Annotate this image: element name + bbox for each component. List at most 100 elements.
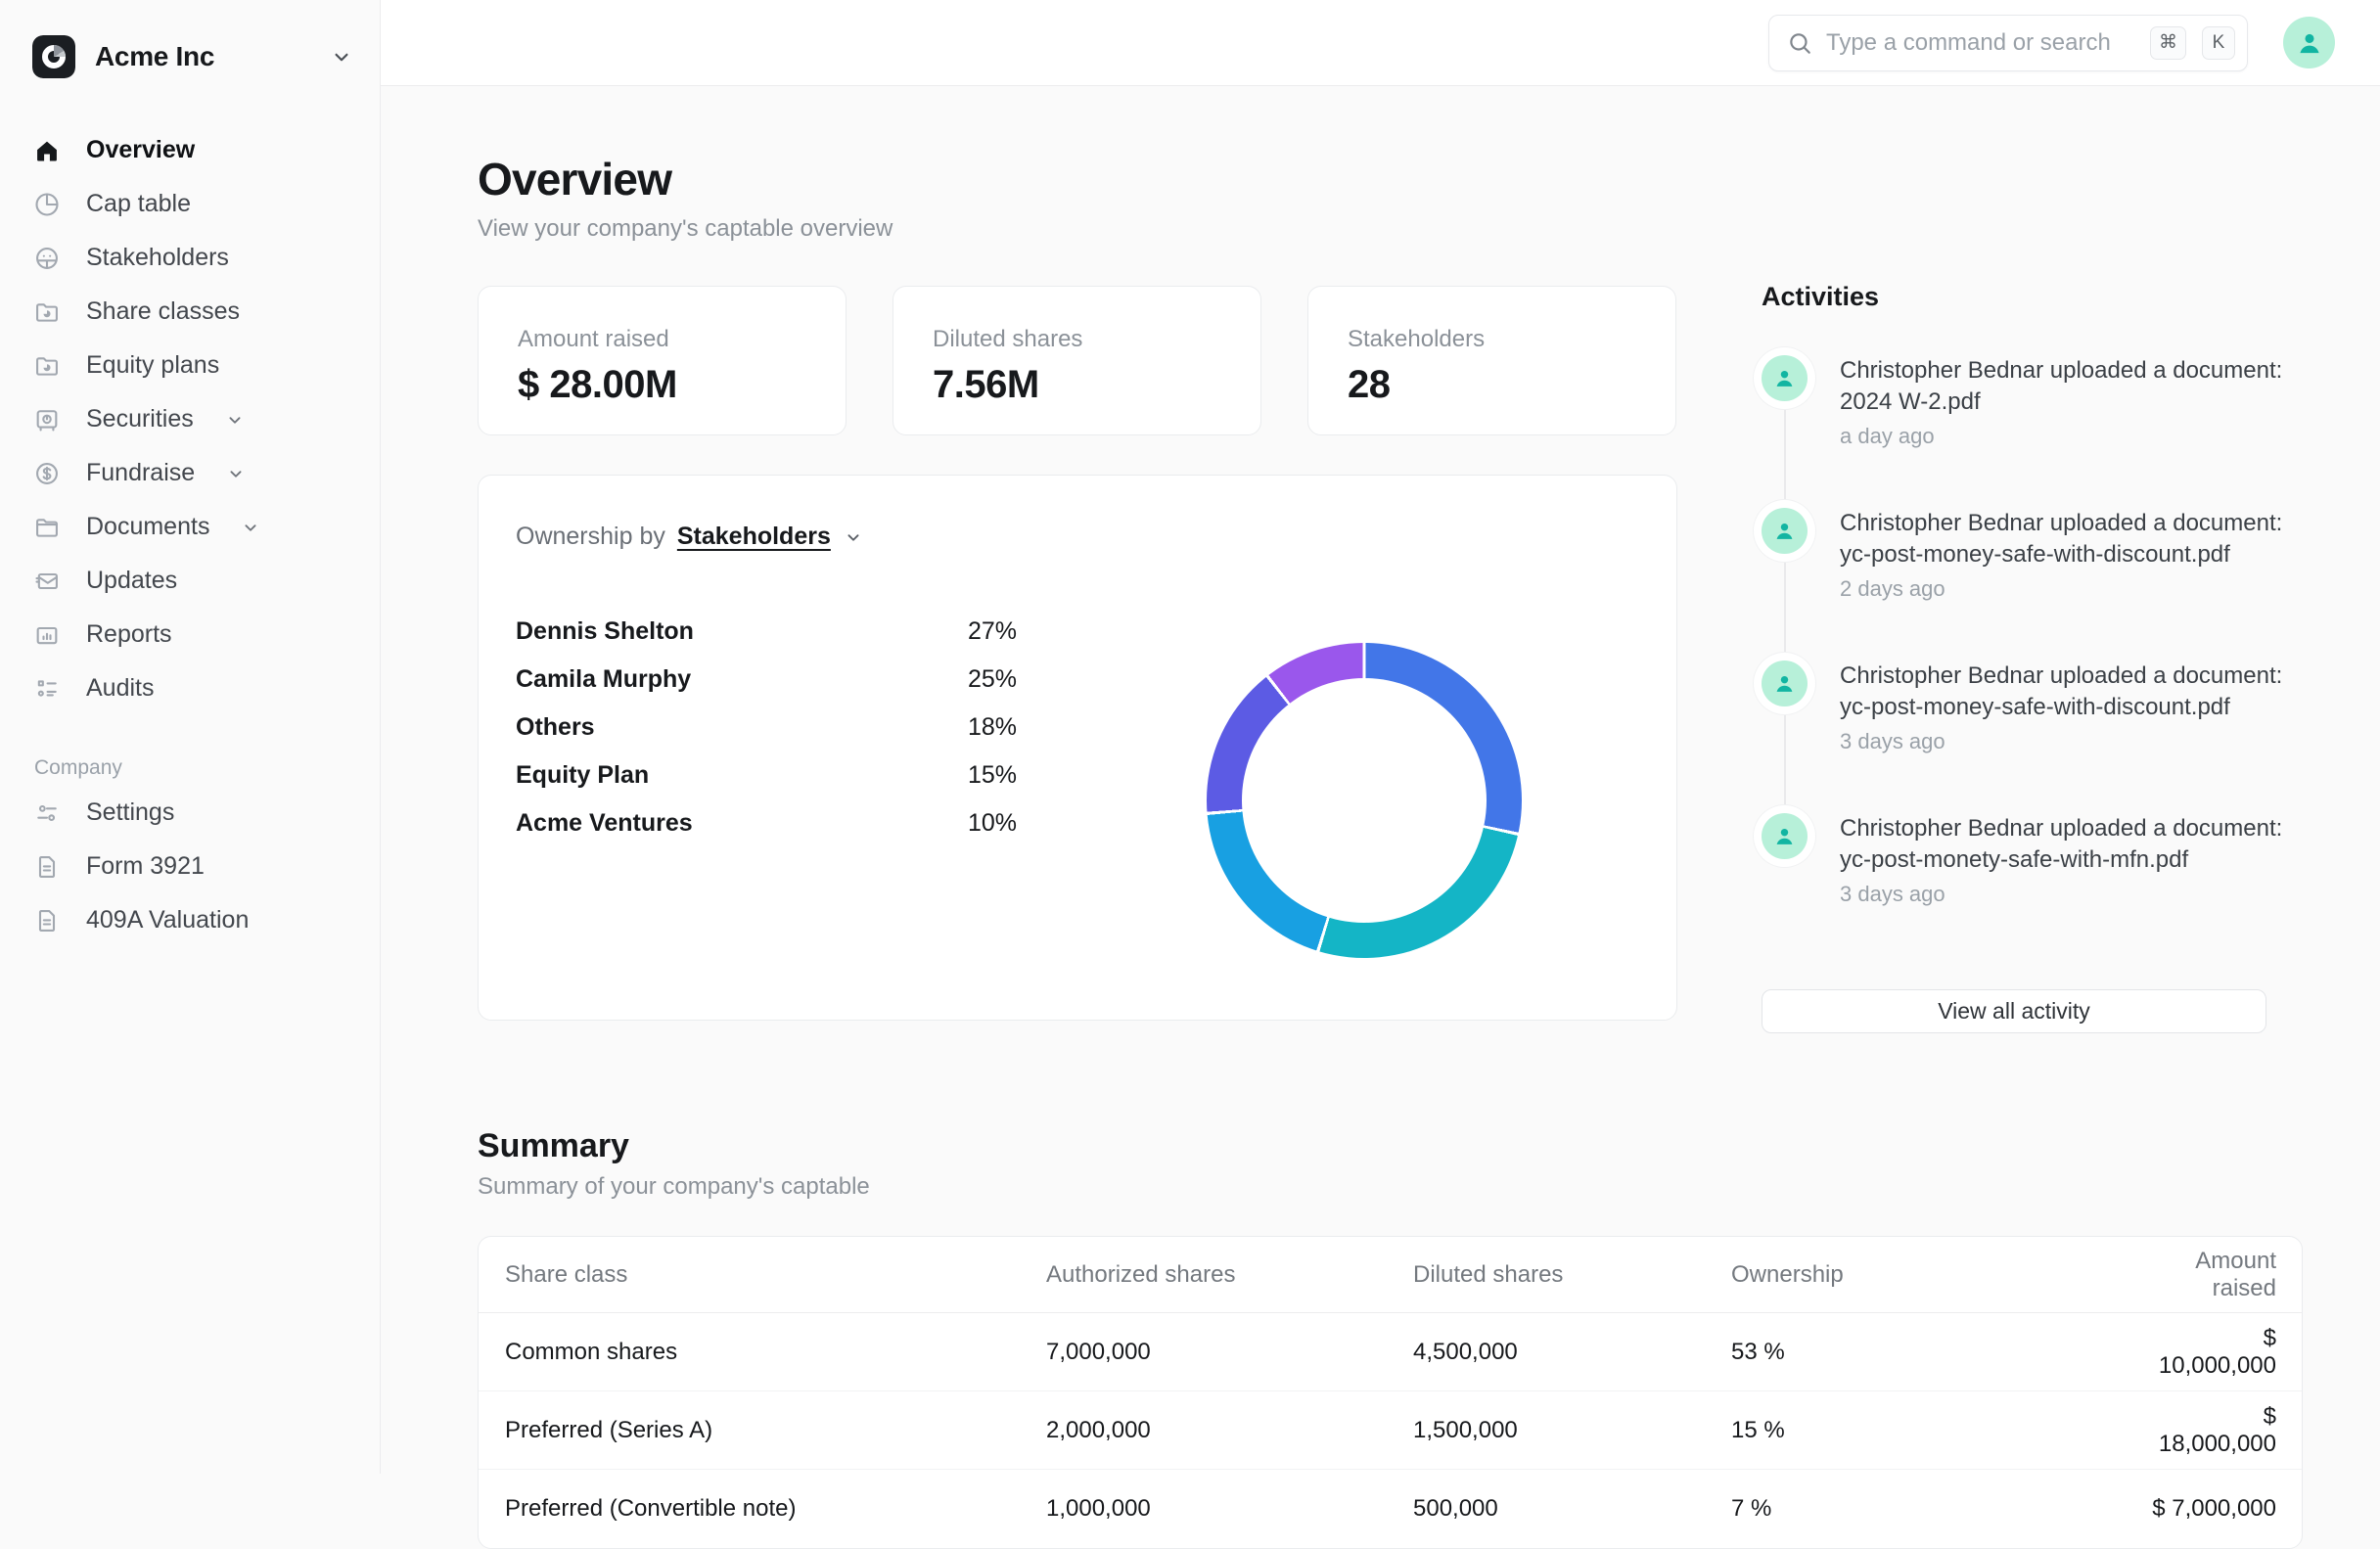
legend-value: 15% — [967, 761, 1017, 789]
activity-item: Christopher Bednar uploaded a document: … — [1762, 355, 2282, 449]
ownership-legend: Dennis Shelton 27% Camila Murphy 25% Other… — [516, 608, 1017, 847]
sidebar-item-audits[interactable]: Audits — [32, 661, 358, 715]
ownership-selector-value: Stakeholders — [676, 523, 831, 550]
column-header-authorized-shares: Authorized shares — [1046, 1260, 1236, 1288]
activities-panel: Activities Christopher Bednar uploaded a… — [1762, 153, 2282, 1033]
table-row-preferred-convertible-note[interactable]: Preferred (Convertible note) 1,000,000 500… — [479, 1470, 2302, 1548]
user-avatar[interactable] — [2283, 17, 2335, 68]
summary-section: Summary Summary of your company's captab… — [478, 1127, 2303, 1549]
summary-table: Share class Authorized shares Diluted shar… — [478, 1236, 2303, 1549]
shortcut-k-key: K — [2202, 25, 2235, 60]
sidebar-item-label: Settings — [86, 798, 175, 826]
workspace-switcher[interactable]: Acme Inc — [32, 35, 358, 78]
table-cell: 500,000 — [1413, 1495, 1498, 1522]
chevron-down-icon — [329, 44, 354, 69]
column-header-ownership: Ownership — [1731, 1260, 1844, 1288]
legend-item: Acme Ventures 10% — [516, 799, 1017, 847]
view-all-activity-button[interactable]: View all activity — [1762, 989, 2266, 1033]
sidebar-item-settings[interactable]: Settings — [32, 786, 358, 840]
table-body: Common shares 7,000,000 4,500,000 53 % $ 10,… — [479, 1313, 2302, 1548]
user-icon — [1776, 828, 1793, 844]
activity-text: Christopher Bednar uploaded a document: — [1840, 662, 2283, 689]
legend-value: 27% — [967, 617, 1017, 645]
content-column: Type a command or search ⌘ K Overview Vi… — [381, 0, 2380, 1549]
sidebar-item-label: Updates — [86, 567, 178, 594]
sidebar-item-label: 409A Valuation — [86, 906, 250, 934]
stat-value: 28 — [1348, 363, 1391, 406]
legend-item: Others 18% — [516, 704, 1017, 752]
topbar: Type a command or search ⌘ K — [381, 0, 2380, 86]
table-cell: 1,500,000 — [1413, 1416, 1518, 1443]
stat-label: Diluted shares — [933, 326, 1083, 352]
activity-avatar — [1762, 355, 1808, 401]
sidebar-item-reports[interactable]: Reports — [32, 608, 358, 661]
checklist-icon — [32, 674, 62, 704]
main-area: Overview View your company's captable ov… — [381, 86, 2380, 1549]
sidebar-item-label: Audits — [86, 674, 155, 702]
user-icon — [1776, 370, 1793, 387]
summary-title: Summary — [478, 1127, 629, 1164]
folder-icon — [32, 513, 62, 542]
sidebar-item-share-classes[interactable]: Share classes — [32, 285, 358, 339]
table-row-common-shares[interactable]: Common shares 7,000,000 4,500,000 53 % $ 10,… — [479, 1313, 2302, 1391]
sidebar-item-409a-valuation[interactable]: 409A Valuation — [32, 893, 358, 947]
sidebar-item-overview[interactable]: Overview — [32, 123, 358, 177]
legend-value: 18% — [967, 713, 1017, 741]
activity-avatar — [1762, 508, 1808, 554]
vault-icon — [32, 405, 62, 434]
sidebar-item-updates[interactable]: Updates — [32, 554, 358, 608]
table-cell: 1,000,000 — [1046, 1495, 1151, 1522]
sidebar-item-label: Fundraise — [86, 459, 196, 486]
document-icon — [32, 906, 62, 935]
summary-subtitle: Summary of your company's captable — [478, 1173, 870, 1200]
table-cell: $ 7,000,000 — [2152, 1495, 2276, 1522]
ownership-prefix: Ownership by — [516, 523, 665, 550]
page-subtitle: View your company's captable overview — [478, 215, 893, 242]
sidebar-item-documents[interactable]: Documents — [32, 500, 358, 554]
donut-hole — [1242, 678, 1487, 923]
sidebar-item-stakeholders[interactable]: Stakeholders — [32, 231, 358, 285]
table-cell: $ 10,000,000 — [2158, 1324, 2276, 1379]
activity-item: Christopher Bednar uploaded a document: … — [1762, 508, 2282, 602]
table-cell: Preferred (Convertible note) — [505, 1495, 797, 1522]
sidebar-item-equity-plans[interactable]: Equity plans — [32, 339, 358, 392]
folder-pie-icon — [32, 297, 62, 327]
activity-text: Christopher Bednar uploaded a document: — [1840, 815, 2283, 842]
sidebar-item-label: Securities — [86, 405, 194, 433]
sliders-icon — [32, 798, 62, 828]
ownership-card: Ownership by Stakeholders Dennis Shelton… — [478, 475, 1677, 1021]
column-header-diluted-shares: Diluted shares — [1413, 1260, 1564, 1288]
legend-name: Camila Murphy — [516, 665, 692, 693]
sidebar-item-securities[interactable]: Securities — [32, 392, 358, 446]
document-icon — [32, 852, 62, 882]
sidebar-item-label: Share classes — [86, 297, 241, 325]
table-cell: $ 18,000,000 — [2158, 1402, 2276, 1457]
search-input[interactable]: Type a command or search ⌘ K — [1768, 14, 2248, 71]
chevron-down-icon — [225, 463, 247, 484]
user-icon — [1776, 675, 1793, 692]
search-icon — [1787, 30, 1812, 56]
user-icon — [2299, 33, 2319, 53]
sidebar-item-label: Equity plans — [86, 351, 220, 379]
sidebar-item-fundraise[interactable]: Fundraise — [32, 446, 358, 500]
table-cell: 7 % — [1731, 1495, 1772, 1522]
ownership-group-selector[interactable]: Stakeholders — [677, 523, 864, 551]
report-folder-icon — [32, 620, 62, 650]
sidebar-item-cap-table[interactable]: Cap table — [32, 177, 358, 231]
legend-value: 25% — [967, 665, 1017, 693]
search-placeholder: Type a command or search — [1826, 28, 2111, 56]
company-name: Acme Inc — [95, 41, 215, 71]
stat-value: 7.56M — [933, 363, 1039, 406]
activities-timeline: Christopher Bednar uploaded a document: … — [1762, 355, 2282, 907]
dollar-circle-icon — [32, 459, 62, 488]
sidebar-item-label: Stakeholders — [86, 244, 229, 271]
activity-timestamp: 2 days ago — [1840, 576, 1945, 601]
sidebar-item-form-3921[interactable]: Form 3921 — [32, 840, 358, 893]
table-cell: 53 % — [1731, 1338, 1785, 1365]
sidebar-nav-main: Overview Cap table Stakeholders Share class… — [32, 123, 358, 715]
table-row-preferred-series-a[interactable]: Preferred (Series A) 2,000,000 1,500,000 15… — [479, 1391, 2302, 1470]
stat-label: Amount raised — [518, 326, 669, 352]
shortcut-cmd-key: ⌘ — [2150, 25, 2186, 60]
activity-body: Christopher Bednar uploaded a document: … — [1840, 813, 2282, 907]
stakeholders-icon — [32, 244, 62, 273]
